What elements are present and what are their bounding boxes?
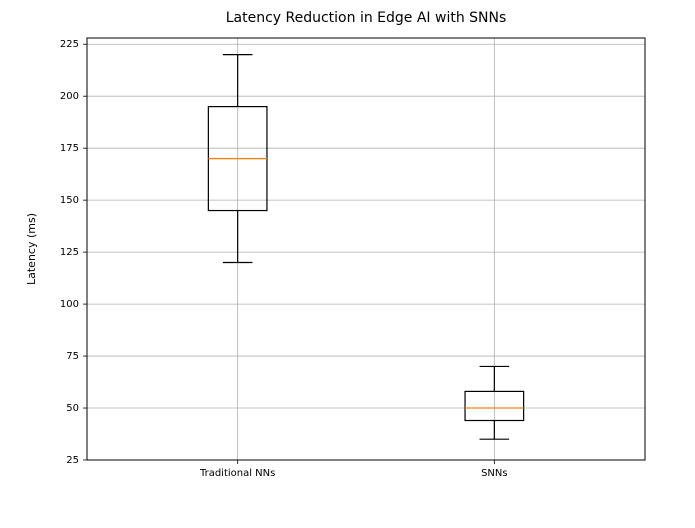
y-tick-label: 150: [60, 195, 79, 206]
boxplot-chart: 25 50 75 100 125 150 175 200 225 Traditional NNs S…: [0, 0, 695, 528]
y-tick-label: 50: [66, 403, 79, 414]
y-axis-label: Latency (ms): [25, 213, 38, 285]
y-tick-label: 175: [60, 143, 79, 154]
y-tick-label: 125: [60, 247, 79, 258]
y-tick-label: 200: [60, 91, 79, 102]
x-tick-label: SNNs: [481, 468, 508, 479]
y-tick-label: 225: [60, 39, 79, 50]
chart-title: Latency Reduction in Edge AI with SNNs: [226, 10, 507, 26]
x-tick-label: Traditional NNs: [199, 468, 275, 479]
y-tick-label: 100: [60, 299, 79, 310]
chart-svg: 25 50 75 100 125 150 175 200 225 Traditional NNs S…: [0, 0, 695, 528]
y-tick-label: 75: [66, 351, 79, 362]
y-tick-label: 25: [66, 455, 79, 466]
